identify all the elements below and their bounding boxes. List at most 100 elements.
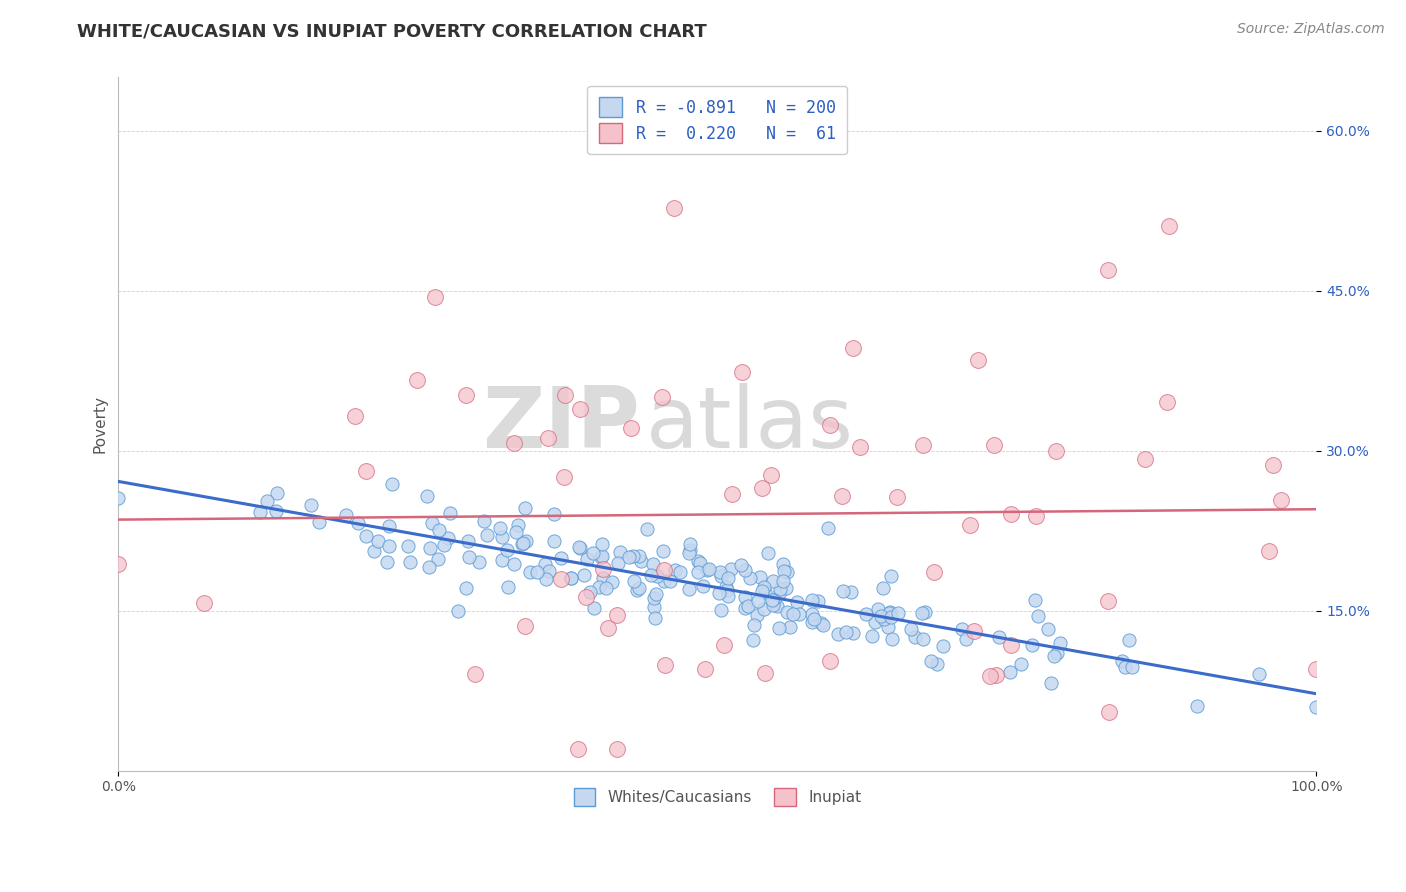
Point [630, 554, 652, 568]
Point [575, 590, 598, 604]
Point [709, 585, 731, 599]
Point [477, 528, 499, 542]
Point [519, 566, 541, 580]
Point [591, 536, 613, 550]
Point [1025, 508, 1047, 523]
Point [107, 557, 129, 571]
Point [582, 546, 605, 560]
Point [620, 421, 643, 435]
Point [592, 562, 614, 576]
Point [543, 533, 565, 548]
Point [347, 516, 370, 530]
Point [924, 566, 946, 580]
Point [787, 607, 810, 621]
Point [696, 563, 718, 577]
Point [761, 574, 783, 588]
Point [1049, 636, 1071, 650]
Point [967, 353, 990, 368]
Point [720, 562, 742, 576]
Point [988, 631, 1011, 645]
Point [654, 574, 676, 588]
Point [596, 621, 619, 635]
Point [754, 601, 776, 615]
Point [588, 580, 610, 594]
Point [868, 602, 890, 616]
Point [513, 500, 536, 515]
Point [697, 562, 720, 576]
Point [266, 486, 288, 500]
Point [1026, 608, 1049, 623]
Point [768, 621, 790, 635]
Point [678, 582, 700, 596]
Point [560, 571, 582, 585]
Point [716, 582, 738, 597]
Point [554, 387, 576, 401]
Point [818, 654, 841, 668]
Point [870, 608, 893, 623]
Point [464, 667, 486, 681]
Point [842, 341, 865, 355]
Point [900, 623, 922, 637]
Point [952, 622, 974, 636]
Point [1118, 632, 1140, 647]
Point [879, 605, 901, 619]
Point [468, 555, 491, 569]
Point [543, 507, 565, 521]
Point [786, 595, 808, 609]
Point [772, 564, 794, 578]
Point [378, 519, 401, 533]
Point [765, 599, 787, 613]
Point [589, 549, 612, 564]
Point [491, 529, 513, 543]
Point [1270, 493, 1292, 508]
Point [880, 632, 903, 646]
Point [308, 515, 330, 529]
Point [979, 669, 1001, 683]
Point [959, 518, 981, 533]
Point [607, 557, 630, 571]
Point [831, 489, 853, 503]
Point [984, 668, 1007, 682]
Point [526, 566, 548, 580]
Point [695, 662, 717, 676]
Point [955, 632, 977, 646]
Point [887, 606, 910, 620]
Point [1263, 458, 1285, 472]
Point [710, 568, 733, 582]
Point [457, 549, 479, 564]
Point [877, 606, 900, 620]
Point [912, 438, 935, 452]
Text: atlas: atlas [645, 383, 853, 466]
Point [582, 601, 605, 615]
Point [600, 574, 623, 589]
Point [447, 603, 470, 617]
Point [842, 626, 865, 640]
Point [502, 558, 524, 572]
Point [381, 476, 404, 491]
Point [806, 594, 828, 608]
Point [827, 627, 849, 641]
Point [606, 742, 628, 756]
Point [644, 611, 666, 625]
Point [801, 607, 824, 621]
Point [1305, 699, 1327, 714]
Point [1024, 592, 1046, 607]
Point [264, 504, 287, 518]
Point [457, 534, 479, 549]
Point [692, 579, 714, 593]
Point [710, 603, 733, 617]
Point [572, 567, 595, 582]
Point [762, 592, 785, 607]
Point [652, 563, 675, 577]
Point [510, 537, 533, 551]
Point [553, 469, 575, 483]
Point [595, 581, 617, 595]
Point [983, 438, 1005, 452]
Point [904, 630, 927, 644]
Point [1097, 594, 1119, 608]
Point [664, 563, 686, 577]
Point [734, 591, 756, 605]
Point [912, 632, 935, 646]
Point [751, 481, 773, 495]
Point [740, 571, 762, 585]
